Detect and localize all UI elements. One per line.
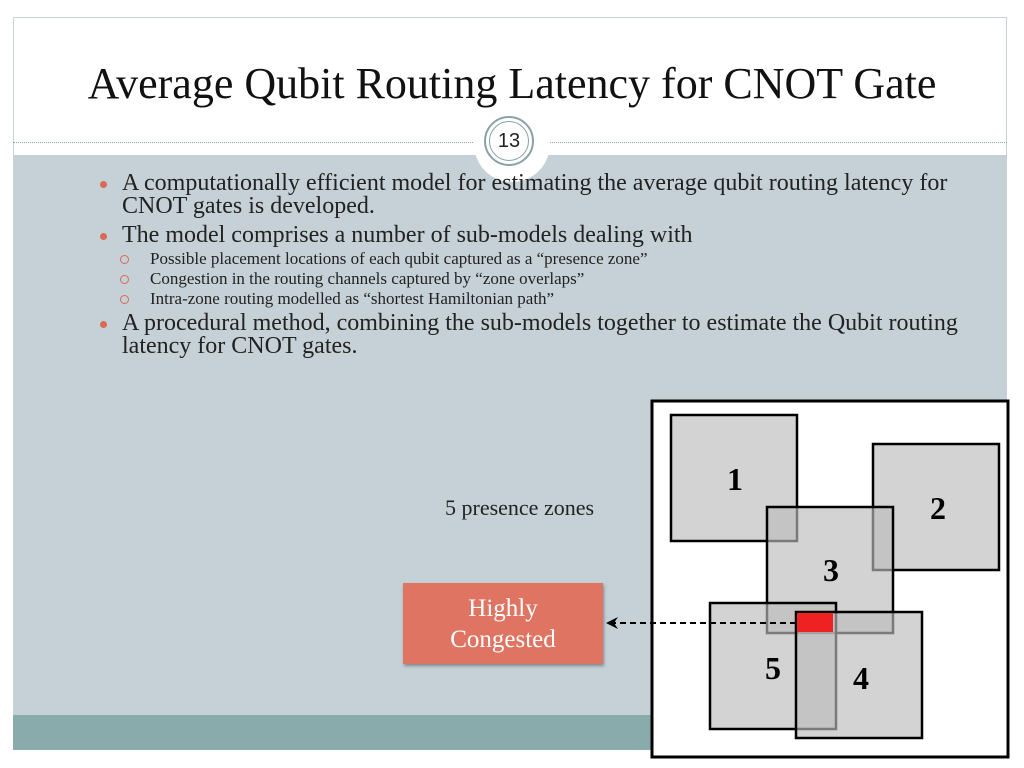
zone-label-5: 5 [765, 650, 781, 686]
bullet-item: A computationally efficient model for es… [100, 171, 980, 218]
sub-bullet-item: Possible placement locations of each qub… [100, 249, 980, 269]
bullet-item: A procedural method, combining the sub-m… [100, 311, 980, 358]
page-number-badge: 13 [484, 116, 534, 166]
bullet-item: The model comprises a number of sub-mode… [100, 223, 980, 247]
zone-label-3: 3 [823, 552, 839, 588]
arrow-head-icon [606, 617, 618, 629]
sub-bullet-item: Intra-zone routing modelled as “shortest… [100, 289, 980, 309]
highly-congested-callout: Highly Congested [403, 583, 603, 664]
congestion-region [797, 613, 833, 632]
page-number: 13 [489, 121, 529, 161]
zone-label-4: 4 [853, 660, 869, 696]
zones-label: 5 presence zones [445, 495, 595, 520]
callout-line-2: Congested [450, 625, 556, 653]
sub-bullet-item: Congestion in the routing channels captu… [100, 269, 980, 289]
zone-4 [794, 610, 924, 740]
zone-label-2: 2 [930, 490, 946, 526]
zone-label-1: 1 [727, 461, 743, 497]
callout-line-1: Highly [468, 594, 538, 622]
bullet-list: A computationally efficient model for es… [100, 171, 980, 364]
slide-title: Average Qubit Routing Latency for CNOT G… [87, 59, 937, 108]
